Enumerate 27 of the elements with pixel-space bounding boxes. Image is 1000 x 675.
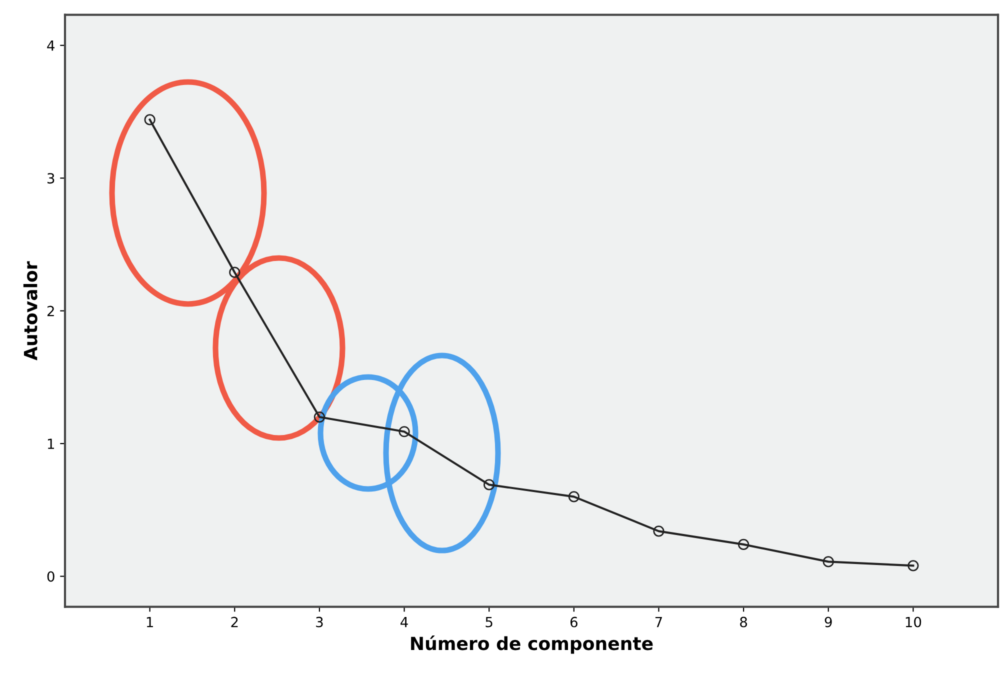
y-tick-label: 1 [48, 438, 54, 449]
x-tick-label: 5 [486, 616, 492, 628]
point [314, 411, 326, 423]
point [908, 560, 919, 572]
y-tick-label: 3 [48, 173, 54, 184]
y-axis-title: Autovalor [23, 261, 38, 360]
x-tick-label: 7 [655, 616, 662, 628]
point [738, 538, 750, 550]
point [144, 114, 156, 126]
point [229, 266, 240, 278]
y-tick-label: 4 [47, 40, 54, 51]
x-tick-label: 10 [906, 616, 922, 628]
x-tick-label: 6 [570, 616, 578, 628]
point [822, 556, 834, 568]
x-axis-title: Número de componente [411, 636, 653, 654]
point [568, 491, 580, 502]
point [398, 426, 410, 438]
point [653, 526, 664, 537]
x-tick-label: 1 [146, 616, 153, 628]
x-tick-label: 3 [316, 616, 323, 628]
x-tick-label: 8 [740, 616, 748, 628]
x-tick-label: 2 [231, 616, 238, 628]
y-tick-label: 0 [47, 571, 54, 582]
point [484, 479, 495, 490]
x-tick-label: 9 [824, 616, 832, 628]
x-tick-label: 4 [400, 616, 408, 628]
y-tick-label: 2 [47, 306, 54, 316]
